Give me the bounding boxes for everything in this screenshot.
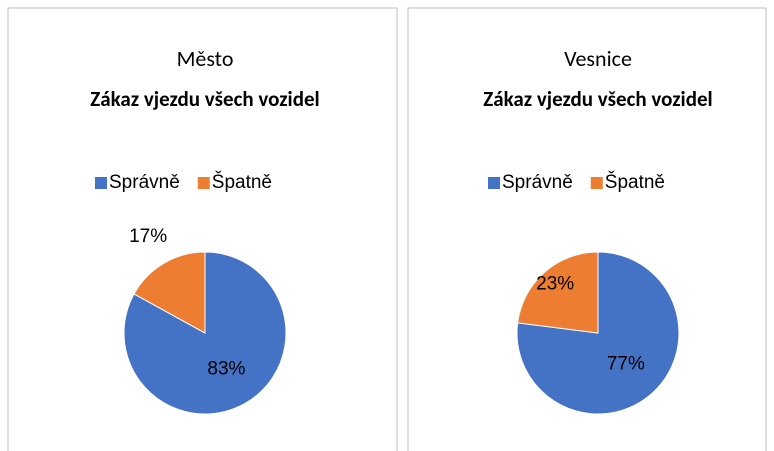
legend-swatch (197, 177, 210, 189)
pie-slice (517, 251, 599, 334)
data-label: 23% (536, 273, 574, 294)
data-label: 83% (207, 358, 245, 379)
panel-border (407, 7, 767, 451)
legend-label: Špatně (212, 171, 272, 193)
panel-border (7, 7, 398, 451)
legend-swatch (590, 177, 603, 189)
pie-slice (133, 251, 206, 334)
data-label: 77% (607, 354, 645, 375)
chart-title: Město (176, 45, 234, 72)
legend-swatch (488, 177, 500, 189)
chart-subtitle: Zákaz vjezdu všech vozidel (90, 86, 320, 112)
legend-swatch (95, 177, 107, 189)
data-label: 17% (129, 226, 167, 247)
legend-label: Správně (502, 172, 573, 193)
legend-label: Správně (109, 172, 180, 193)
chart-title: Vesnice (564, 45, 632, 72)
legend-label: Špatně (605, 171, 665, 193)
chart-subtitle: Zákaz vjezdu všech vozidel (483, 86, 713, 112)
